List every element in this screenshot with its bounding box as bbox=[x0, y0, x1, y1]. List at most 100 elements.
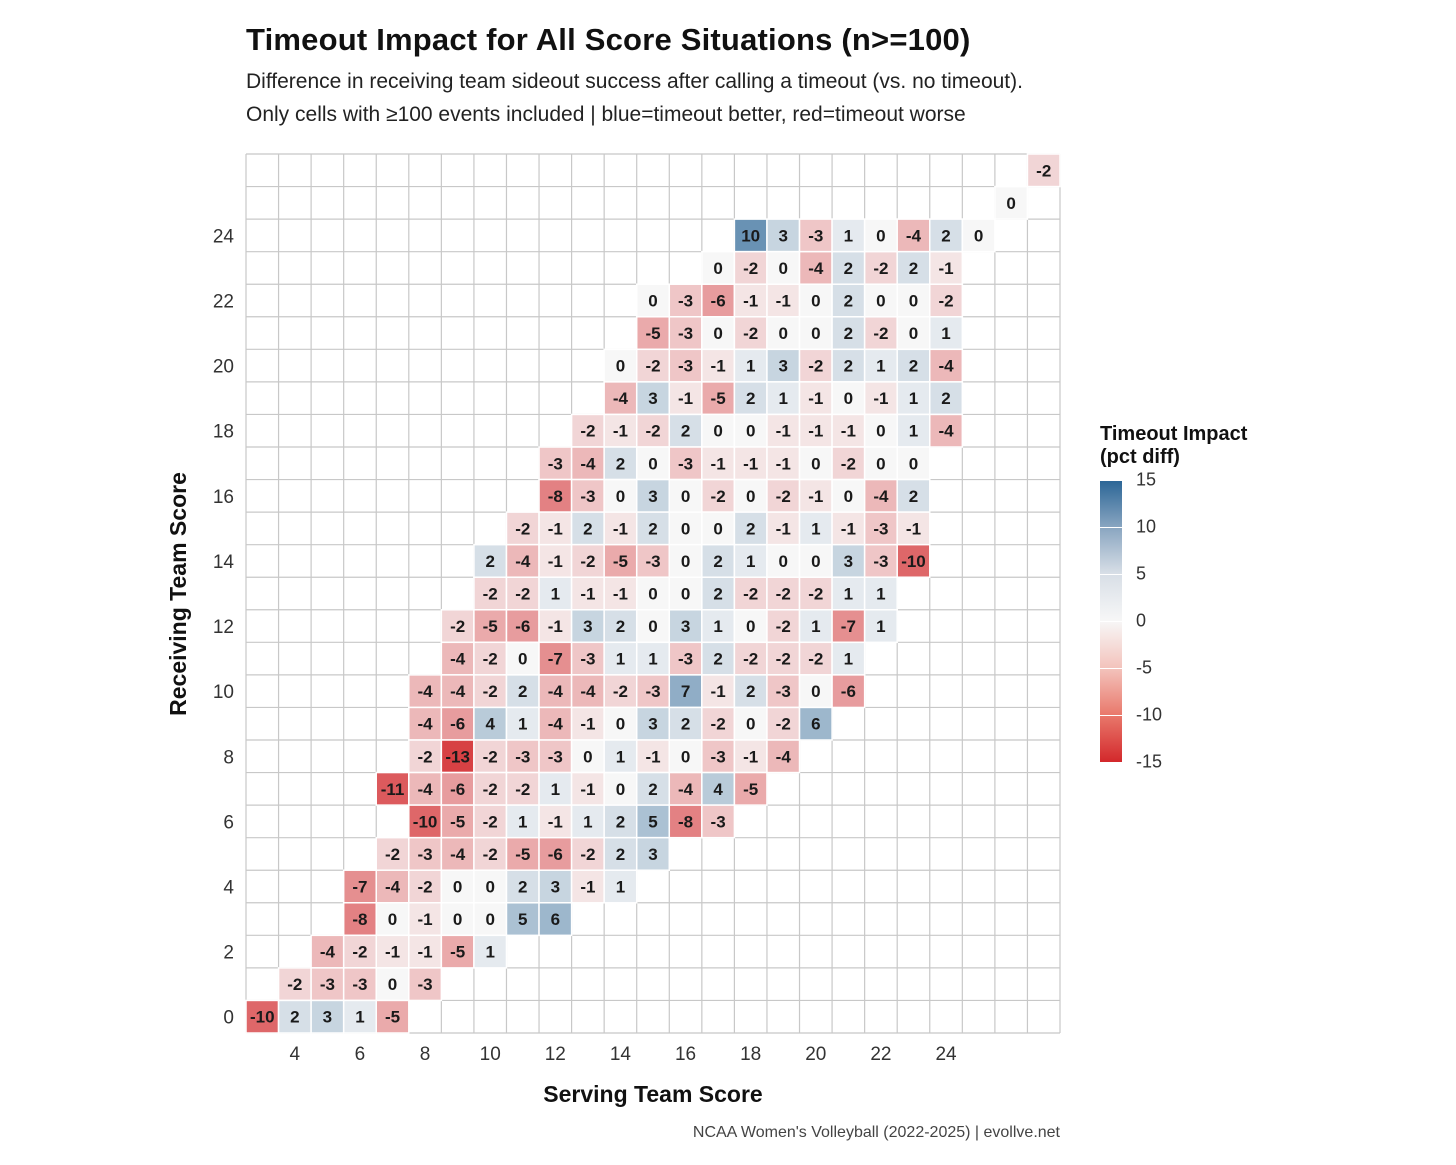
heatmap-cell bbox=[929, 283, 964, 318]
heatmap-cell bbox=[798, 576, 833, 611]
cell-value-label: -2 bbox=[873, 259, 888, 278]
cell-value-label: -2 bbox=[483, 812, 498, 831]
heatmap-cell bbox=[733, 739, 768, 774]
heatmap-cell bbox=[701, 609, 736, 644]
heatmap-cell bbox=[896, 478, 931, 513]
legend-title-line-1: Timeout Impact bbox=[1100, 423, 1248, 445]
heatmap-cell bbox=[831, 641, 866, 676]
cell-value-label: 3 bbox=[844, 552, 853, 571]
heatmap-cell bbox=[701, 446, 736, 481]
cell-value-label: 1 bbox=[616, 747, 625, 766]
cell-value-label: 1 bbox=[844, 585, 853, 604]
heatmap-cell bbox=[701, 316, 736, 351]
cell-value-label: 5 bbox=[648, 812, 657, 831]
heatmap-cell bbox=[473, 804, 508, 839]
cell-value-label: 2 bbox=[844, 292, 853, 311]
cell-value-label: -3 bbox=[711, 747, 726, 766]
heatmap-cell bbox=[440, 739, 475, 774]
cell-value-label: -6 bbox=[515, 617, 530, 636]
cell-value-label: -2 bbox=[1036, 161, 1051, 180]
heatmap-cell bbox=[538, 902, 573, 937]
cell-value-label: -1 bbox=[645, 747, 660, 766]
heatmap-cell bbox=[994, 185, 1029, 220]
cell-value-label: -8 bbox=[352, 910, 367, 929]
cell-value-label: 0 bbox=[746, 617, 755, 636]
cell-value-label: -7 bbox=[548, 650, 563, 669]
heatmap-cell bbox=[798, 706, 833, 741]
heatmap-cell bbox=[798, 283, 833, 318]
cell-value-label: 10 bbox=[741, 226, 760, 245]
cell-value-label: 3 bbox=[583, 617, 592, 636]
heatmap-cell bbox=[538, 609, 573, 644]
heatmap-cell bbox=[701, 576, 736, 611]
cell-value-label: 6 bbox=[551, 910, 560, 929]
cell-value-label: -2 bbox=[418, 878, 433, 897]
cell-value-label: 3 bbox=[681, 617, 690, 636]
cell-value-label: -5 bbox=[711, 389, 726, 408]
cell-value-label: -3 bbox=[776, 682, 791, 701]
legend-tick-label: -5 bbox=[1136, 657, 1153, 678]
cell-value-label: 0 bbox=[648, 292, 657, 311]
heatmap-cell bbox=[505, 641, 540, 676]
cell-value-label: -2 bbox=[776, 650, 791, 669]
cell-value-label: 0 bbox=[811, 292, 820, 311]
heatmap-cell bbox=[831, 446, 866, 481]
x-tick-label: 8 bbox=[420, 1044, 431, 1065]
cell-value-label: -4 bbox=[515, 552, 531, 571]
cell-value-label: -2 bbox=[808, 650, 823, 669]
heatmap-cell bbox=[277, 999, 312, 1034]
heatmap-cell bbox=[733, 478, 768, 513]
cell-value-label: 2 bbox=[909, 259, 918, 278]
cell-value-label: 0 bbox=[811, 552, 820, 571]
cell-value-label: 0 bbox=[779, 552, 788, 571]
cell-value-label: -2 bbox=[645, 357, 660, 376]
heatmap-cell bbox=[505, 739, 540, 774]
cell-value-label: 3 bbox=[648, 845, 657, 864]
cell-value-label: 3 bbox=[551, 878, 560, 897]
cell-value-label: -3 bbox=[678, 650, 693, 669]
cell-value-label: 3 bbox=[779, 357, 788, 376]
cell-value-label: -2 bbox=[483, 780, 498, 799]
cell-value-label: -5 bbox=[483, 617, 498, 636]
cell-value-label: -1 bbox=[808, 422, 823, 441]
cell-value-label: -1 bbox=[418, 910, 433, 929]
cell-value-label: 0 bbox=[713, 324, 722, 343]
heatmap-cell bbox=[668, 381, 703, 416]
cell-value-label: -1 bbox=[548, 812, 563, 831]
cell-value-label: 2 bbox=[941, 389, 950, 408]
heatmap-cell bbox=[798, 218, 833, 253]
cell-value-label: -2 bbox=[385, 845, 400, 864]
heatmap-cell bbox=[961, 218, 996, 253]
x-tick-label: 18 bbox=[740, 1044, 761, 1065]
cell-value-label: -3 bbox=[711, 812, 726, 831]
cell-value-label: -2 bbox=[808, 585, 823, 604]
heatmap-cell bbox=[668, 771, 703, 806]
heatmap-cell bbox=[375, 771, 410, 806]
heatmap-cell bbox=[505, 511, 540, 546]
cell-value-label: 2 bbox=[616, 845, 625, 864]
x-tick-label: 22 bbox=[870, 1044, 891, 1065]
heatmap-cell bbox=[635, 576, 671, 611]
legend-tick-mark bbox=[1100, 668, 1122, 669]
cell-value-label: -1 bbox=[906, 519, 921, 538]
legend-tick-mark bbox=[1100, 715, 1122, 716]
cell-value-label: -1 bbox=[711, 454, 726, 473]
cell-value-label: 0 bbox=[453, 878, 462, 897]
cell-value-label: 0 bbox=[713, 519, 722, 538]
heatmap-cell bbox=[505, 674, 540, 709]
cell-value-label: -3 bbox=[873, 552, 888, 571]
cell-value-label: 0 bbox=[909, 292, 918, 311]
cell-value-label: -2 bbox=[287, 975, 302, 994]
cell-value-label: -3 bbox=[418, 845, 433, 864]
x-tick-label: 16 bbox=[675, 1044, 696, 1065]
heatmap-cell bbox=[863, 348, 898, 383]
heatmap-cell bbox=[798, 250, 833, 285]
cell-value-label: -2 bbox=[352, 943, 367, 962]
heatmap-cell bbox=[603, 576, 638, 611]
cell-value-label: 0 bbox=[616, 357, 625, 376]
cell-value-label: 0 bbox=[453, 910, 462, 929]
cell-value-label: -4 bbox=[678, 780, 694, 799]
cell-value-label: 4 bbox=[713, 780, 723, 799]
cell-value-label: -2 bbox=[841, 454, 856, 473]
cell-value-label: -3 bbox=[418, 975, 433, 994]
